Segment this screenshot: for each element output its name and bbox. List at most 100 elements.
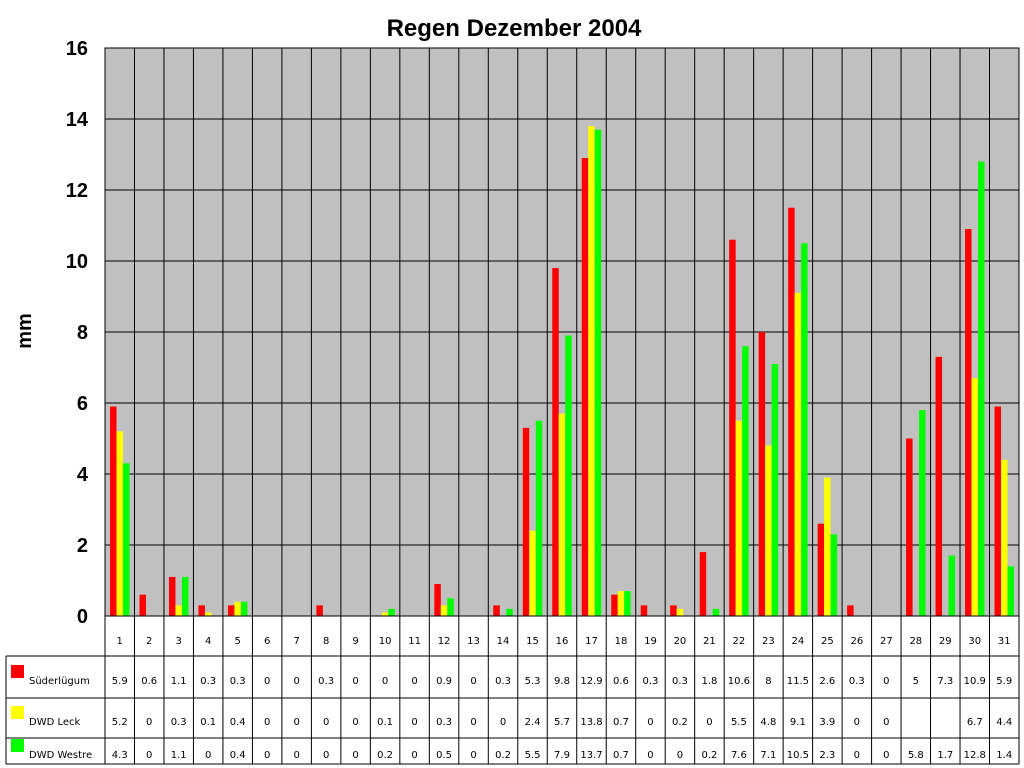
table-value: 0.2 bbox=[377, 750, 393, 761]
bar-1-29 bbox=[935, 356, 943, 616]
table-value: 10.9 bbox=[964, 676, 986, 687]
table-value: 0.3 bbox=[849, 676, 865, 687]
bar-1-5 bbox=[227, 605, 235, 616]
bar-1-16 bbox=[552, 268, 559, 616]
table-value: 5.9 bbox=[112, 676, 128, 687]
bar-1-20 bbox=[670, 605, 677, 616]
bar-3-17 bbox=[594, 129, 602, 616]
bar-2-30 bbox=[971, 378, 979, 616]
bar-3-18 bbox=[624, 591, 631, 616]
bar-2-1 bbox=[116, 431, 123, 616]
table-value: 0.9 bbox=[436, 676, 452, 687]
table-value: 0 bbox=[647, 717, 653, 728]
table-value: 1.1 bbox=[171, 750, 187, 761]
legend-key bbox=[11, 706, 24, 719]
table-value: 0 bbox=[205, 750, 211, 761]
table-value: 6.7 bbox=[967, 717, 983, 728]
bar-3-3 bbox=[181, 576, 189, 616]
bar-1-1 bbox=[110, 406, 117, 616]
table-value: 0 bbox=[264, 750, 270, 761]
legend-label: DWD Leck bbox=[29, 717, 81, 728]
table-value: 0 bbox=[470, 676, 476, 687]
table-value: 2.6 bbox=[819, 676, 835, 687]
bar-2-4 bbox=[204, 612, 212, 616]
table-value: 0 bbox=[352, 717, 358, 728]
bar-1-8 bbox=[316, 605, 323, 616]
table-value: 0.1 bbox=[377, 717, 393, 728]
category-label: 18 bbox=[615, 636, 628, 647]
bar-1-28 bbox=[906, 438, 913, 616]
table-value: 12.8 bbox=[964, 750, 986, 761]
y-tick-label: 6 bbox=[77, 393, 88, 415]
bar-2-5 bbox=[234, 601, 241, 616]
bar-1-2 bbox=[139, 594, 146, 616]
bar-1-14 bbox=[493, 605, 500, 616]
table-value: 0 bbox=[470, 750, 476, 761]
bar-3-30 bbox=[978, 161, 985, 616]
table-value: 0 bbox=[677, 750, 683, 761]
table-value: 0 bbox=[854, 717, 860, 728]
category-label: 9 bbox=[352, 636, 358, 647]
table-value: 0.2 bbox=[672, 717, 688, 728]
bar-2-16 bbox=[558, 413, 566, 616]
bar-2-31 bbox=[1001, 459, 1008, 616]
category-label: 20 bbox=[674, 636, 687, 647]
table-value: 0.3 bbox=[672, 676, 688, 687]
table-value: 0 bbox=[293, 750, 299, 761]
category-label: 17 bbox=[585, 636, 598, 647]
table-value: 0.5 bbox=[436, 750, 452, 761]
table-value: 3.9 bbox=[819, 717, 835, 728]
category-label: 28 bbox=[909, 636, 922, 647]
bar-2-10 bbox=[381, 612, 389, 616]
table-value: 0 bbox=[382, 676, 388, 687]
table-value: 0 bbox=[146, 717, 152, 728]
table-value: 0.3 bbox=[642, 676, 658, 687]
table-value: 10.6 bbox=[728, 676, 750, 687]
table-value: 7.3 bbox=[937, 676, 953, 687]
bar-1-23 bbox=[758, 332, 766, 616]
table-value: 0 bbox=[323, 750, 329, 761]
table-value: 0.2 bbox=[495, 750, 511, 761]
bar-3-29 bbox=[948, 555, 956, 616]
table-value: 1.8 bbox=[701, 676, 717, 687]
table-value: 0 bbox=[146, 750, 152, 761]
table-value: 5.8 bbox=[908, 750, 924, 761]
bar-3-21 bbox=[712, 608, 720, 616]
y-tick-label: 12 bbox=[66, 180, 88, 202]
table-value: 0 bbox=[352, 676, 358, 687]
bar-1-3 bbox=[168, 576, 176, 616]
bar-3-15 bbox=[535, 420, 543, 616]
table-value: 0 bbox=[883, 717, 889, 728]
table-value: 0 bbox=[706, 717, 712, 728]
table-value: 5.9 bbox=[996, 676, 1012, 687]
table-value: 0.1 bbox=[200, 717, 216, 728]
y-tick-label: 0 bbox=[77, 606, 88, 628]
category-label: 1 bbox=[117, 636, 123, 647]
table-value: 0.6 bbox=[141, 676, 157, 687]
category-label: 12 bbox=[438, 636, 451, 647]
category-label: 27 bbox=[880, 636, 893, 647]
table-value: 0.3 bbox=[171, 717, 187, 728]
table-value: 5.5 bbox=[525, 750, 541, 761]
table-value: 1.4 bbox=[996, 750, 1012, 761]
legend-label: DWD Westre bbox=[29, 750, 92, 761]
bar-2-17 bbox=[588, 126, 595, 616]
category-label: 2 bbox=[146, 636, 152, 647]
category-label: 13 bbox=[467, 636, 480, 647]
y-axis-label: mm bbox=[14, 313, 36, 349]
bar-3-25 bbox=[830, 534, 838, 616]
bar-3-12 bbox=[447, 598, 454, 616]
table-value: 11.5 bbox=[787, 676, 809, 687]
category-label: 10 bbox=[379, 636, 392, 647]
bar-3-24 bbox=[801, 243, 808, 616]
category-label: 25 bbox=[821, 636, 834, 647]
table-value: 4.3 bbox=[112, 750, 128, 761]
category-label: 16 bbox=[556, 636, 569, 647]
category-label: 14 bbox=[497, 636, 510, 647]
bar-1-31 bbox=[994, 406, 1002, 616]
table-value: 0 bbox=[411, 676, 417, 687]
category-label: 8 bbox=[323, 636, 329, 647]
table-value: 0.7 bbox=[613, 717, 629, 728]
category-label: 4 bbox=[205, 636, 211, 647]
